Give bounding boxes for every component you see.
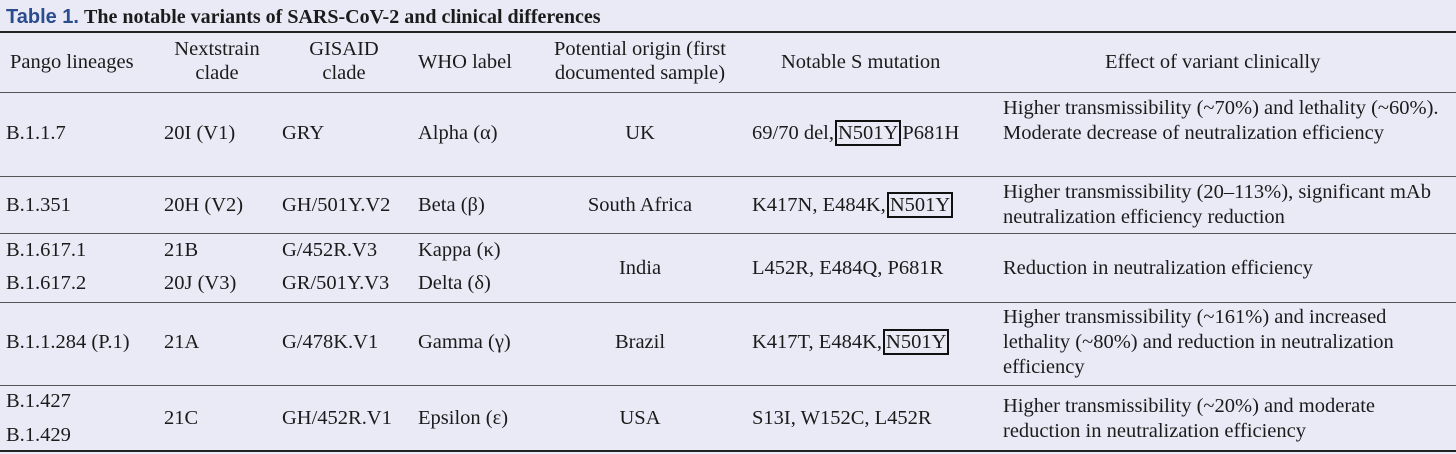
header-nextstrain: Nextstrain clade: [157, 37, 277, 85]
cell-effect: Higher transmissibility (~70%) and letha…: [1003, 97, 1439, 144]
highlighted-mutation: N501Y: [886, 192, 954, 218]
cell-nextstrain: 21A: [164, 331, 200, 353]
cell-nextstrain: 21C: [164, 407, 199, 429]
cell-pango: B.1.427: [6, 390, 71, 412]
cell-effect: Higher transmissibility (~161%) and incr…: [1003, 306, 1394, 378]
cell-nextstrain: 20H (V2): [164, 194, 244, 216]
cell-effect: Higher transmissibility (20–113%), signi…: [1003, 181, 1431, 228]
mutation-text: K417N, E484K,: [752, 194, 886, 216]
cell-origin: USA: [619, 407, 661, 429]
highlighted-mutation: N501Y: [883, 329, 950, 355]
cell-origin: UK: [625, 122, 655, 144]
cell-who: Delta (δ): [418, 272, 491, 294]
header-origin-line1: Potential origin (first: [554, 38, 726, 60]
header-who: WHO label: [418, 51, 512, 73]
top-rule: [0, 31, 1456, 33]
header-rule: [0, 92, 1456, 93]
cell-origin: Brazil: [614, 331, 666, 353]
cell-mutation: L452R, E484Q, P681R: [752, 257, 944, 279]
cell-gisaid: GRY: [282, 122, 325, 144]
header-gisaid-line1: GISAID: [309, 38, 379, 60]
header-origin-line2: documented sample): [554, 62, 726, 84]
cell-who: Kappa (κ): [418, 239, 501, 261]
cell-effect: Higher transmissibility (~20%) and moder…: [1003, 395, 1376, 442]
header-gisaid: GISAID clade: [280, 37, 408, 85]
table-caption: Table 1. The notable variants of SARS-Co…: [6, 3, 600, 31]
cell-pango: B.1.617.2: [6, 272, 87, 294]
cell-pango: B.1.617.1: [6, 239, 87, 261]
cell-gisaid: GR/501Y.V3: [282, 272, 390, 294]
cell-nextstrain: 21B: [164, 239, 199, 261]
cell-who: Epsilon (ε): [418, 407, 509, 429]
mutation-text: K417T, E484K,: [752, 331, 883, 353]
row-divider: [0, 302, 1456, 303]
header-nextstrain-line2: clade: [195, 62, 239, 84]
cell-gisaid: G/478K.V1: [282, 331, 379, 353]
row-divider: [0, 176, 1456, 177]
row-divider: [0, 385, 1456, 386]
header-effect: Effect of variant clinically: [1105, 51, 1321, 73]
header-pango: Pango lineages: [10, 51, 134, 73]
cell-pango: B.1.1.7: [6, 122, 66, 144]
cell-pango: B.1.351: [6, 194, 71, 216]
header-mutation: Notable S mutation: [781, 51, 941, 73]
cell-nextstrain: 20J (V3): [164, 272, 237, 294]
cell-gisaid: G/452R.V3: [282, 239, 378, 261]
cell-mutation: K417N, E484K, N501Y: [752, 192, 954, 218]
cell-pango: B.1.1.284 (P.1): [6, 331, 130, 353]
cell-who: Gamma (γ): [418, 331, 511, 353]
cell-mutation: K417T, E484K, N501Y: [752, 329, 950, 355]
cell-origin: South Africa: [587, 194, 693, 216]
cell-gisaid: GH/452R.V1: [282, 407, 392, 429]
cell-origin: India: [618, 257, 662, 279]
table-title: The notable variants of SARS-CoV-2 and c…: [84, 6, 601, 28]
mutation-text: P681H: [902, 122, 960, 144]
highlighted-mutation: N501Y: [835, 120, 902, 146]
cell-effect: Reduction in neutralization efficiency: [1003, 257, 1313, 279]
cell-mutation: 69/70 del, N501Y P681H: [752, 120, 960, 146]
cell-nextstrain: 20I (V1): [164, 122, 236, 144]
cell-who: Beta (β): [418, 194, 485, 216]
bottom-rule: [0, 450, 1456, 452]
cell-gisaid: GH/501Y.V2: [282, 194, 391, 216]
cell-pango: B.1.429: [6, 424, 71, 446]
cell-who: Alpha (α): [418, 122, 498, 144]
table-number: Table 1.: [6, 6, 79, 28]
header-gisaid-line2: clade: [322, 62, 366, 84]
header-origin: Potential origin (first documented sampl…: [536, 37, 744, 85]
mutation-text: 69/70 del,: [752, 122, 834, 144]
cell-mutation: S13I, W152C, L452R: [752, 407, 932, 429]
row-divider: [0, 233, 1456, 234]
header-nextstrain-line1: Nextstrain: [174, 38, 260, 60]
